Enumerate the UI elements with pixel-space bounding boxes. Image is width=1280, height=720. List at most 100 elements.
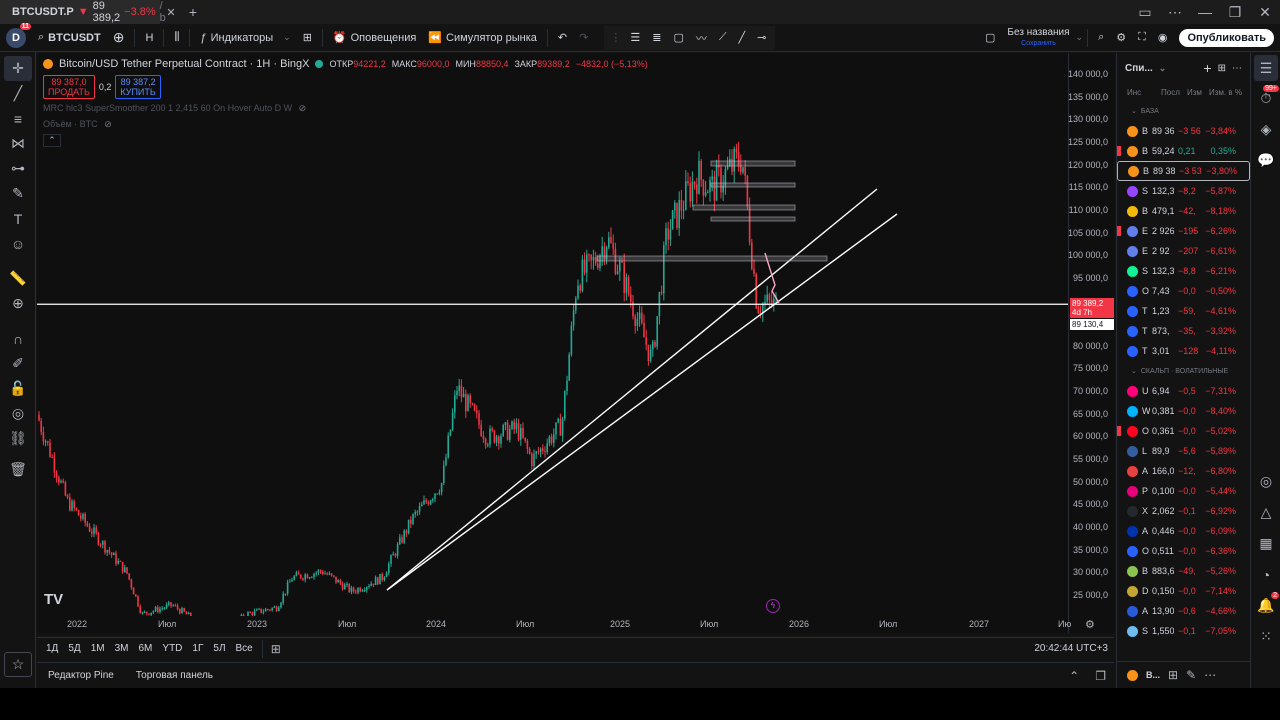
zone-rectangle-drawing[interactable] <box>596 255 828 262</box>
watchlist-row[interactable]: T 1,23 −59, −4,61% <box>1117 301 1250 321</box>
watchlist-row[interactable]: T 873, −35, −3,92% <box>1117 321 1250 341</box>
flag-marker[interactable] <box>1117 226 1121 236</box>
clock[interactable]: 20:42:44 UTC+3 <box>1034 643 1108 654</box>
trash-icon[interactable]: 🗑 <box>9 461 27 477</box>
settings-button[interactable]: ⚙ <box>1110 24 1132 52</box>
trendline-drawing[interactable] <box>386 213 898 591</box>
browser-tab[interactable]: BTCUSDT.P ▼ 89 389,2 −3.8% / b <box>0 0 166 24</box>
range-button-7[interactable]: 5Л <box>213 643 226 654</box>
range-button-0[interactable]: 1Д <box>46 643 59 654</box>
target-icon[interactable]: ◎ <box>1259 473 1273 489</box>
chart-title[interactable]: Bitcoin/USD Tether Perpetual Contract · … <box>59 58 310 70</box>
eye-hidden-icon[interactable]: ⊘ <box>298 103 307 113</box>
favorites-star-icon[interactable]: ☆ <box>4 652 32 677</box>
watchlist-section-base[interactable]: ⌄ БАЗА <box>1117 101 1250 121</box>
bottom-tab-1[interactable]: Торговая панель <box>135 670 214 681</box>
eye-hidden-icon[interactable]: ⊘ <box>104 119 112 129</box>
watchlist-row[interactable]: S 1,550 −0,1 −7,05% <box>1117 621 1250 641</box>
chevron-down-icon[interactable]: ⌄ <box>1075 32 1084 42</box>
link-icon[interactable]: ⛓ <box>9 430 27 446</box>
rss-icon[interactable]: ◔ <box>1261 566 1271 583</box>
time-axis[interactable]: 2022 Июл 2023 Июл 2024 Июл 2025 Июл 2026 Июл 2027 И… <box>37 616 1071 633</box>
watchlist-row[interactable]: S 132,3 −8,2 −5,87% <box>1117 181 1250 201</box>
lock-icon[interactable]: 🔓 <box>9 380 27 396</box>
layout-toggle[interactable]: ▢ <box>979 24 1001 52</box>
chart-type-button[interactable]: ⫼ <box>168 24 185 52</box>
maximize-icon[interactable]: ❐ <box>1228 3 1242 20</box>
emoji-icon[interactable]: ☺ <box>10 235 26 252</box>
trendline-tool-icon[interactable]: ╱ <box>738 32 746 44</box>
watchlist-section-scalp[interactable]: ⌄ СКАЛЬП · ВОЛАТИЛЬНЫЕ <box>1117 361 1250 381</box>
range-button-5[interactable]: YTD <box>162 643 183 654</box>
zone-rectangle-drawing[interactable] <box>710 216 796 222</box>
watchlist-row[interactable]: S 132,3 −8,8 −6,21% <box>1117 261 1250 281</box>
rectangle-tool-icon[interactable]: ▢ <box>673 32 684 44</box>
price-axis[interactable]: 140 000,0 135 000,0 130 000,0 125 000,0 120 … <box>1068 53 1114 633</box>
range-button-4[interactable]: 6М <box>138 643 153 654</box>
forecast-icon[interactable]: ⊶ <box>11 160 25 176</box>
chevron-down-icon[interactable]: ⌄ <box>1158 62 1167 73</box>
quick-search-button[interactable]: ⌕ <box>1092 24 1110 52</box>
pattern-icon[interactable]: ⋈ <box>11 135 25 151</box>
alerts-button[interactable]: ⏰ Оповещения <box>327 24 422 52</box>
bell-icon[interactable]: 🔔 2 <box>1257 592 1279 613</box>
watchlist-row[interactable]: L 89,9 −5,6 −5,89% <box>1117 441 1250 461</box>
indicators-button[interactable]: ƒ Индикаторы ⌄ <box>194 24 296 52</box>
projection-path-drawing[interactable] <box>764 252 780 304</box>
watchlist-title[interactable]: Спи... <box>1125 62 1153 74</box>
flag-marker[interactable] <box>1117 426 1121 436</box>
snapshot-button[interactable]: ◉ <box>1152 24 1174 52</box>
path-tool-icon[interactable]: 〰 <box>695 32 707 45</box>
fib-tool-icon[interactable]: ☰ <box>630 32 641 44</box>
publish-button[interactable]: Опубликовать <box>1173 24 1280 52</box>
add-symbol-icon[interactable]: + <box>1203 60 1212 76</box>
symbol-search[interactable]: ⌕ BTCUSDT <box>32 24 107 52</box>
indicator-legend-volume[interactable]: Объём · BTC ⊘ <box>43 119 112 130</box>
watchlist-row[interactable]: A 166,0 −12, −6,80% <box>1117 461 1250 481</box>
table-view-icon[interactable]: ⊞ <box>1217 62 1226 74</box>
watchlist-col-header[interactable]: Изм. в % <box>1209 87 1242 97</box>
watchlist-row[interactable]: X 2,062 −0,1 −6,92% <box>1117 501 1250 521</box>
watchlist-row[interactable]: D 0,150 −0,0 −7,14% <box>1117 581 1250 601</box>
watchlist-row[interactable]: B 89 38 −3 53 −3,80% <box>1117 161 1250 181</box>
more-dots-icon[interactable]: ⋯ <box>1168 3 1182 20</box>
avatar[interactable]: D 11 <box>6 22 31 48</box>
zone-rectangle-drawing[interactable] <box>710 182 796 188</box>
replay-button[interactable]: ⏪ Симулятор рынка <box>422 24 543 52</box>
watchlist-row[interactable]: A 0,446 −0,0 −6,09% <box>1117 521 1250 541</box>
alerts-clock-icon[interactable]: ⏱ 99+ <box>1260 85 1279 106</box>
zoom-icon[interactable]: ⊕ <box>12 295 24 311</box>
triangle-icon[interactable]: △ <box>1260 504 1272 520</box>
brush-icon[interactable]: ✎ <box>12 185 24 201</box>
watchlist-row[interactable]: W 0,381 −0,0 −8,40% <box>1117 401 1250 421</box>
templates-button[interactable]: ⊞ <box>297 24 318 52</box>
new-tab-icon[interactable]: + <box>188 4 198 20</box>
watchlist-row[interactable]: U 6,94 −0,5 −7,31% <box>1117 381 1250 401</box>
watchlist-row[interactable]: T 3,01 −128 −4,11% <box>1117 341 1250 361</box>
range-button-8[interactable]: Все <box>235 643 253 654</box>
chat-icon[interactable]: 💬 <box>1257 152 1275 168</box>
text-icon[interactable]: T <box>13 210 23 227</box>
ruler-icon[interactable]: 📏 <box>9 270 27 286</box>
lock-drawing-icon[interactable]: ✐ <box>12 355 24 371</box>
watchlist-row[interactable]: O 7,43 −0,0 −0,50% <box>1117 281 1250 301</box>
more-dots-icon[interactable]: ⋯ <box>1232 62 1242 74</box>
watchlist-col-header[interactable]: Посл <box>1161 87 1180 97</box>
axis-settings-icon[interactable]: ⚙ <box>1085 619 1095 631</box>
trendline-drawing[interactable] <box>386 188 878 591</box>
lightning-icon[interactable]: ϟ <box>766 599 780 613</box>
indicator-legend-mrc[interactable]: MRC hlc3 SuperSmoother 200 1 2,415 60 On… <box>43 103 306 114</box>
eye-icon[interactable]: ◎ <box>11 405 25 421</box>
apps-grid-icon[interactable]: ⁙ <box>1260 628 1272 644</box>
minimize-icon[interactable]: — <box>1198 4 1212 20</box>
watchlist-row[interactable]: O 0,511 −0,0 −6,36% <box>1117 541 1250 561</box>
layout-name-button[interactable]: Без названия Сохранить <box>1001 24 1075 52</box>
watchlist-row[interactable]: B 89 36 −3 56 −3,84% <box>1117 121 1250 141</box>
collapse-legend-button[interactable]: ⌃ <box>43 134 61 147</box>
range-button-6[interactable]: 1Г <box>192 643 204 654</box>
drag-handle-icon[interactable]: ⋮ <box>610 32 622 44</box>
range-button-1[interactable]: 5Д <box>68 643 81 654</box>
chart-pane[interactable] <box>37 53 1068 633</box>
watchlist-row[interactable]: P 0,100 −0,0 −5,44% <box>1117 481 1250 501</box>
